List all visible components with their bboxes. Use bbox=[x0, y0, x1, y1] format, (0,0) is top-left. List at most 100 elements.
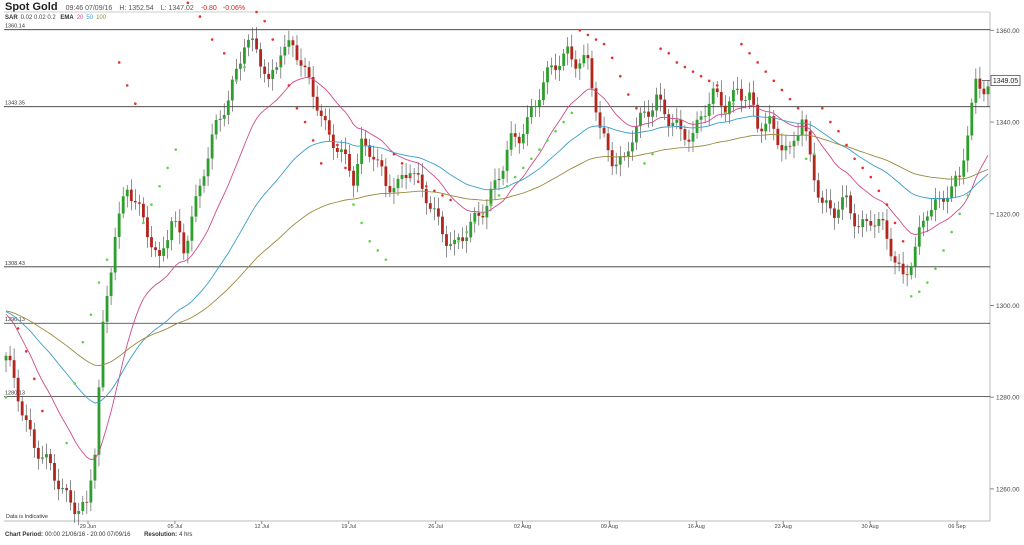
candle[interactable] bbox=[748, 82, 751, 110]
candle[interactable] bbox=[263, 59, 267, 83]
candle[interactable] bbox=[89, 469, 93, 511]
candle[interactable] bbox=[319, 104, 323, 127]
candle[interactable] bbox=[125, 185, 129, 208]
candle[interactable] bbox=[32, 422, 36, 458]
candle[interactable] bbox=[20, 395, 24, 422]
candle[interactable] bbox=[360, 126, 364, 174]
candle[interactable] bbox=[109, 267, 113, 305]
candle[interactable] bbox=[146, 206, 149, 248]
candle[interactable] bbox=[117, 201, 121, 249]
candle[interactable] bbox=[327, 108, 331, 142]
candle[interactable] bbox=[178, 209, 182, 245]
candle[interactable] bbox=[804, 114, 808, 141]
candle[interactable] bbox=[24, 404, 28, 432]
candle[interactable] bbox=[218, 110, 222, 132]
candle[interactable] bbox=[966, 126, 970, 173]
candle[interactable] bbox=[356, 153, 360, 193]
candle[interactable] bbox=[845, 185, 848, 208]
candle[interactable] bbox=[586, 43, 590, 70]
candle[interactable] bbox=[772, 109, 776, 141]
candle[interactable] bbox=[974, 68, 978, 114]
candle[interactable] bbox=[509, 121, 513, 156]
candle[interactable] bbox=[942, 190, 945, 211]
candle[interactable] bbox=[934, 187, 937, 222]
candle[interactable] bbox=[885, 208, 889, 250]
candle[interactable] bbox=[695, 111, 699, 139]
ema-label[interactable]: EMA bbox=[60, 15, 74, 21]
candle[interactable] bbox=[214, 114, 218, 140]
candle[interactable] bbox=[344, 137, 347, 165]
candle[interactable] bbox=[901, 251, 905, 284]
candle[interactable] bbox=[449, 232, 452, 251]
candle[interactable] bbox=[744, 95, 747, 109]
candle[interactable] bbox=[897, 253, 901, 272]
candle[interactable] bbox=[861, 210, 865, 238]
candle[interactable] bbox=[610, 142, 614, 176]
candle[interactable] bbox=[247, 34, 250, 57]
candle[interactable] bbox=[873, 214, 877, 238]
candle[interactable] bbox=[400, 165, 404, 189]
candle[interactable] bbox=[453, 230, 456, 256]
candle[interactable] bbox=[849, 191, 853, 220]
candle[interactable] bbox=[287, 30, 291, 55]
candle[interactable] bbox=[986, 80, 990, 107]
candle[interactable] bbox=[626, 141, 630, 168]
candle[interactable] bbox=[49, 449, 52, 471]
candle[interactable] bbox=[865, 213, 869, 232]
candle[interactable] bbox=[368, 138, 372, 163]
candle[interactable] bbox=[154, 241, 157, 257]
candle[interactable] bbox=[687, 129, 691, 152]
candle[interactable] bbox=[529, 98, 533, 124]
candle[interactable] bbox=[267, 62, 271, 88]
candle[interactable] bbox=[445, 225, 448, 258]
candle[interactable] bbox=[667, 108, 671, 137]
candle[interactable] bbox=[784, 135, 788, 160]
candle[interactable] bbox=[174, 211, 178, 228]
candle[interactable] bbox=[190, 205, 194, 252]
candle[interactable] bbox=[295, 35, 299, 66]
candle[interactable] bbox=[643, 100, 646, 118]
candle[interactable] bbox=[238, 51, 242, 81]
candle[interactable] bbox=[731, 81, 735, 113]
candle[interactable] bbox=[323, 108, 327, 131]
candle[interactable] bbox=[376, 148, 380, 168]
candle[interactable] bbox=[8, 345, 12, 367]
candle[interactable] bbox=[853, 203, 857, 239]
candle[interactable] bbox=[800, 110, 804, 147]
candle[interactable] bbox=[723, 95, 727, 122]
candle[interactable] bbox=[497, 168, 501, 191]
candle[interactable] bbox=[946, 186, 949, 214]
candle[interactable] bbox=[614, 152, 618, 175]
candle[interactable] bbox=[69, 480, 73, 511]
candle[interactable] bbox=[81, 495, 85, 515]
candle[interactable] bbox=[929, 198, 933, 221]
candle[interactable] bbox=[602, 116, 606, 138]
candle[interactable] bbox=[162, 236, 166, 262]
candle[interactable] bbox=[291, 36, 295, 58]
candle[interactable] bbox=[420, 163, 424, 198]
candle[interactable] bbox=[12, 348, 16, 389]
candle[interactable] bbox=[441, 211, 444, 243]
candle[interactable] bbox=[727, 96, 731, 124]
candle[interactable] bbox=[461, 227, 465, 249]
candle[interactable] bbox=[226, 90, 230, 125]
candle[interactable] bbox=[857, 214, 861, 234]
candle[interactable] bbox=[833, 202, 836, 230]
candle[interactable] bbox=[558, 55, 562, 82]
candle[interactable] bbox=[598, 101, 602, 140]
candle[interactable] bbox=[736, 76, 739, 95]
candle[interactable] bbox=[412, 167, 416, 185]
candle[interactable] bbox=[764, 112, 768, 140]
candle[interactable] bbox=[408, 164, 412, 183]
candle[interactable] bbox=[812, 142, 816, 193]
candle[interactable] bbox=[756, 96, 760, 133]
candle[interactable] bbox=[877, 211, 881, 234]
candle[interactable] bbox=[909, 262, 913, 280]
candle[interactable] bbox=[396, 174, 400, 196]
candle[interactable] bbox=[889, 228, 893, 262]
candle[interactable] bbox=[808, 120, 812, 162]
candle[interactable] bbox=[711, 81, 715, 115]
candle[interactable] bbox=[307, 61, 311, 85]
